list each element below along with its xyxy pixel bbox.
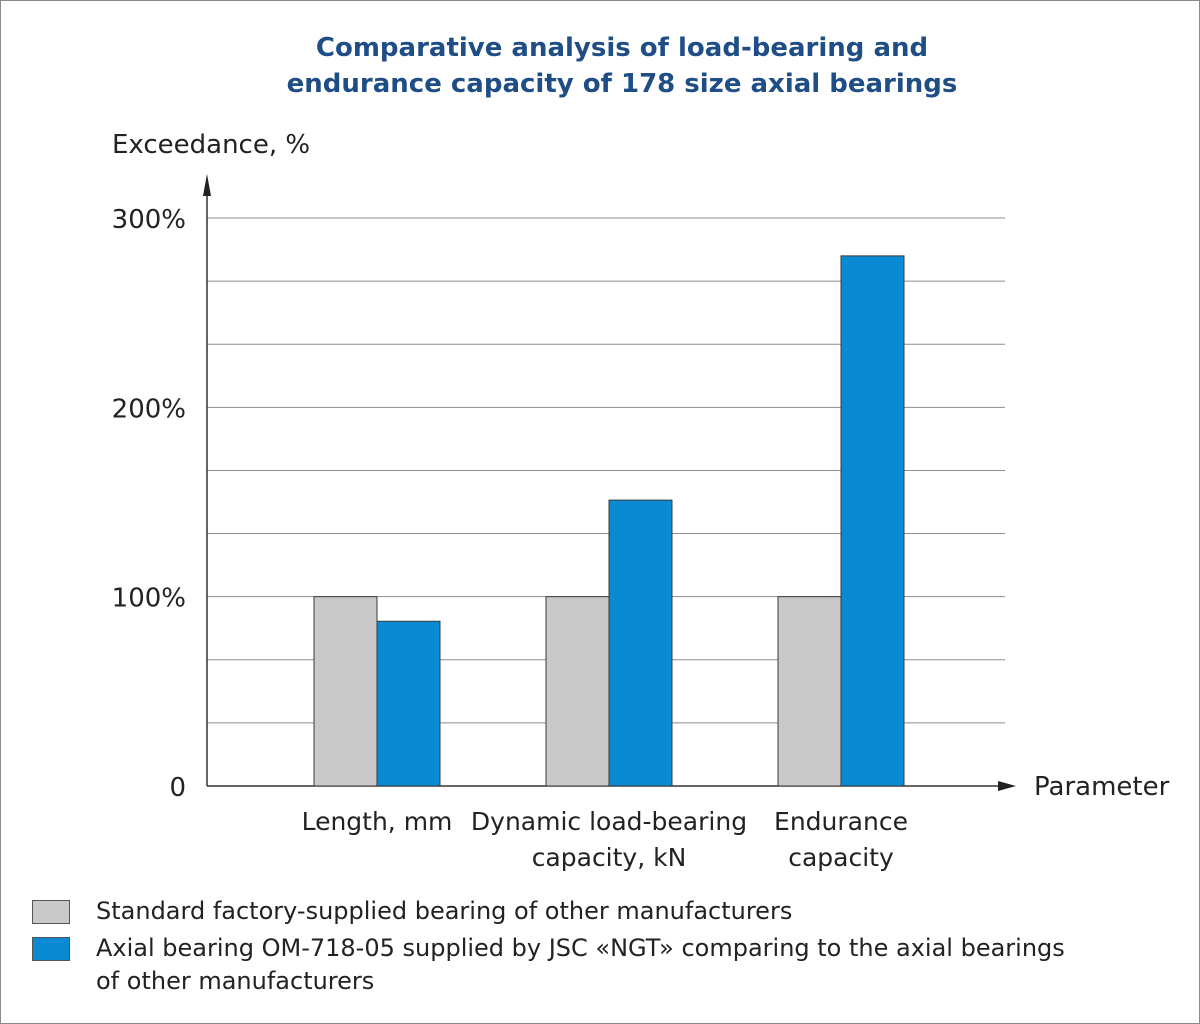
chart-title: Comparative analysis of load-bearing and… <box>0 30 1200 102</box>
x-axis-arrow <box>998 781 1016 791</box>
y-tick-label: 0 <box>169 773 186 803</box>
category-label: capacity <box>788 843 894 872</box>
bar <box>313 596 378 787</box>
legend-item-standard: Standard factory-supplied bearing of oth… <box>32 895 1172 928</box>
y-axis-arrow <box>203 174 211 196</box>
y-tick-label: 300% <box>112 205 186 235</box>
bar <box>376 620 441 787</box>
category-label: Length, mm <box>302 807 453 836</box>
chart-title-line-2: endurance capacity of 178 size axial bea… <box>286 69 958 99</box>
chart-title-line-1: Comparative analysis of load-bearing and <box>315 33 929 63</box>
legend-label-standard: Standard factory-supplied bearing of oth… <box>96 897 793 925</box>
legend-swatch-ngt <box>32 937 70 961</box>
legend-swatch-standard <box>32 900 70 924</box>
y-tick-label: 100% <box>112 584 186 614</box>
bar <box>545 596 610 787</box>
x-axis-label: Parameter <box>1034 772 1170 802</box>
legend-item-ngt: Axial bearing OM-718-05 supplied by JSC … <box>32 932 1172 998</box>
bar <box>608 499 673 787</box>
y-axis-label: Exceedance, % <box>112 130 310 160</box>
category-label: Dynamic load-bearing <box>471 807 747 836</box>
legend: Standard factory-supplied bearing of oth… <box>32 895 1172 1002</box>
legend-label-ngt-line-1: Axial bearing OM-718-05 supplied by JSC … <box>96 934 1065 962</box>
y-tick-label: 200% <box>112 394 186 424</box>
category-label: capacity, kN <box>532 843 687 872</box>
bar <box>777 596 842 787</box>
legend-label-ngt-line-2: of other manufacturers <box>96 967 375 995</box>
category-label: Endurance <box>774 807 908 836</box>
bar <box>840 255 905 787</box>
